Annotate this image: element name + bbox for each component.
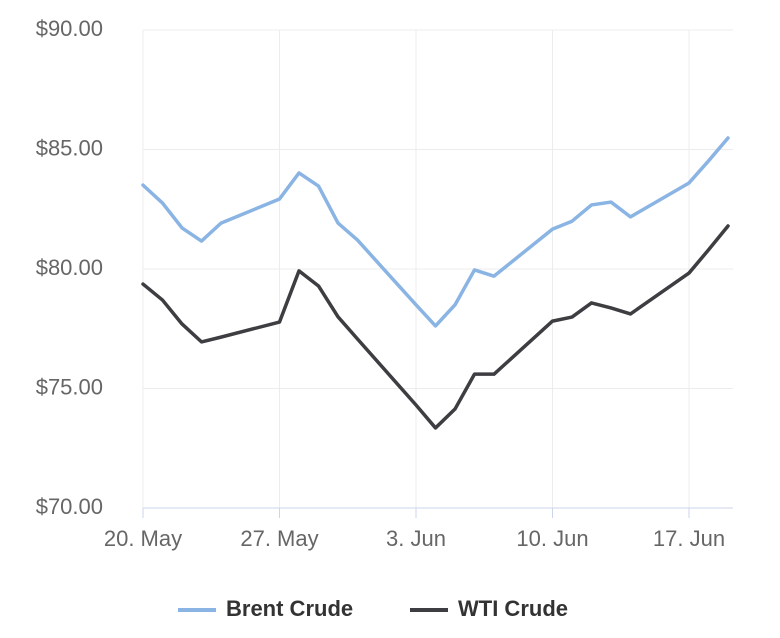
y-tick-label: $70.00: [36, 494, 103, 519]
legend-label: WTI Crude: [458, 596, 568, 621]
x-tick-label: 17. Jun: [653, 526, 725, 551]
y-tick-label: $80.00: [36, 255, 103, 280]
x-tick-label: 10. Jun: [516, 526, 588, 551]
x-tick-label: 3. Jun: [386, 526, 446, 551]
x-tick-label: 20. May: [104, 526, 182, 551]
series-line: [141, 224, 730, 430]
series-line: [141, 136, 730, 328]
y-tick-label: $85.00: [36, 135, 103, 160]
legend-label: Brent Crude: [226, 596, 353, 621]
x-tick-label: 27. May: [240, 526, 318, 551]
y-tick-label: $90.00: [36, 16, 103, 41]
y-tick-label: $75.00: [36, 374, 103, 399]
